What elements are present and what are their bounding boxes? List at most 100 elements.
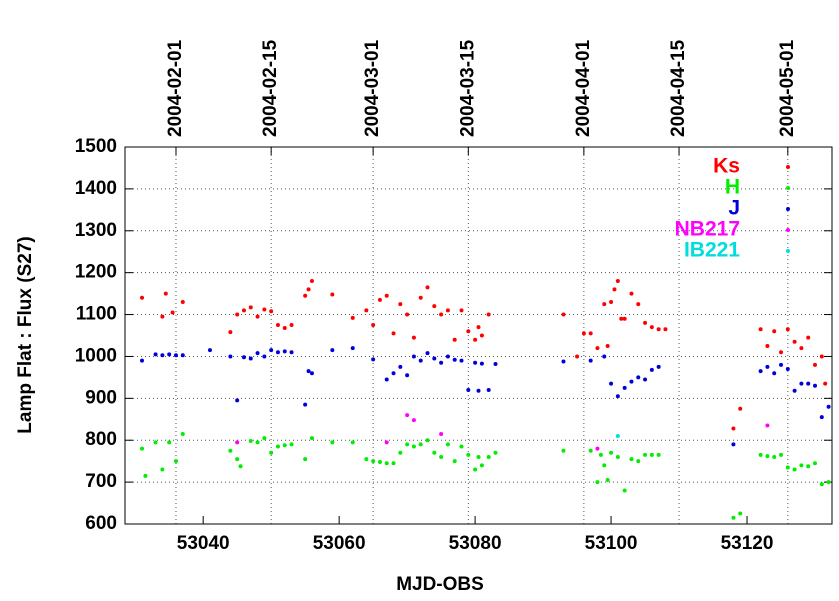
point [731,515,736,520]
point [418,358,423,363]
point [173,353,178,358]
y-tick-label: 900 [85,387,117,408]
point [473,467,478,472]
point [765,454,770,459]
point [350,440,355,445]
point [466,329,471,334]
point [303,293,308,298]
point [405,442,410,447]
y-tick-label: 1300 [75,220,117,241]
point [772,329,777,334]
point [758,452,763,457]
point [561,312,566,317]
point [561,359,566,364]
point [411,418,416,423]
point [235,440,240,445]
point [799,381,804,386]
point [364,457,369,462]
point [575,354,580,359]
point [160,314,165,319]
point [452,337,457,342]
y-tick-label: 1000 [75,345,117,366]
point [228,330,233,335]
plot-frame [124,146,833,525]
point [799,346,804,351]
point [173,459,178,464]
point [779,362,784,367]
point [180,431,185,436]
legend-label: H [725,176,740,199]
point [269,309,274,314]
point [486,312,491,317]
legend-marker [786,165,790,169]
point [479,333,484,338]
point [656,452,661,457]
point [398,302,403,307]
point [615,454,620,459]
point [819,415,824,420]
point [269,348,274,353]
point [643,377,648,382]
point [309,371,314,376]
point [466,452,471,457]
y-tick-label: 1400 [75,178,117,199]
point [476,454,481,459]
point [595,446,600,451]
point [139,295,144,300]
point [765,364,770,369]
point [425,285,430,290]
point [405,413,410,418]
point [425,351,430,356]
point [262,354,267,359]
point [384,461,389,466]
point [364,308,369,313]
point [405,373,410,378]
point [622,385,627,390]
point [432,356,437,361]
point [445,442,450,447]
point [282,349,287,354]
x2-tick-label: 2004-03-01 [362,39,383,137]
point [439,312,444,317]
point [163,291,168,296]
point [452,459,457,464]
x-tick-label: 53120 [721,533,774,554]
point [588,448,593,453]
point [609,450,614,455]
point [629,379,634,384]
x2-tick-label: 2004-04-01 [573,39,594,137]
point [303,402,308,407]
point [476,388,481,393]
y-tick-label: 800 [85,429,117,450]
point [656,327,661,332]
legend-label: J [728,197,740,220]
point [595,480,600,485]
point [602,463,607,468]
point [792,388,797,393]
point [235,398,240,403]
point [615,434,620,439]
point [153,352,158,357]
point [275,444,280,449]
point [636,375,641,380]
point [255,351,260,356]
point [636,459,641,464]
x-tick-label: 53040 [177,533,230,554]
point [731,442,736,447]
point [167,352,172,357]
legend-marker [786,207,790,211]
point [493,450,498,455]
x-axis-label: MJD-OBS [396,574,484,595]
point [248,305,253,310]
point [605,478,610,483]
point [391,371,396,376]
legend-label: Ks [713,155,740,178]
point [779,350,784,355]
point [622,488,627,493]
point [806,464,811,469]
point [758,369,763,374]
point [391,461,396,466]
point [207,348,212,353]
point [826,404,831,409]
